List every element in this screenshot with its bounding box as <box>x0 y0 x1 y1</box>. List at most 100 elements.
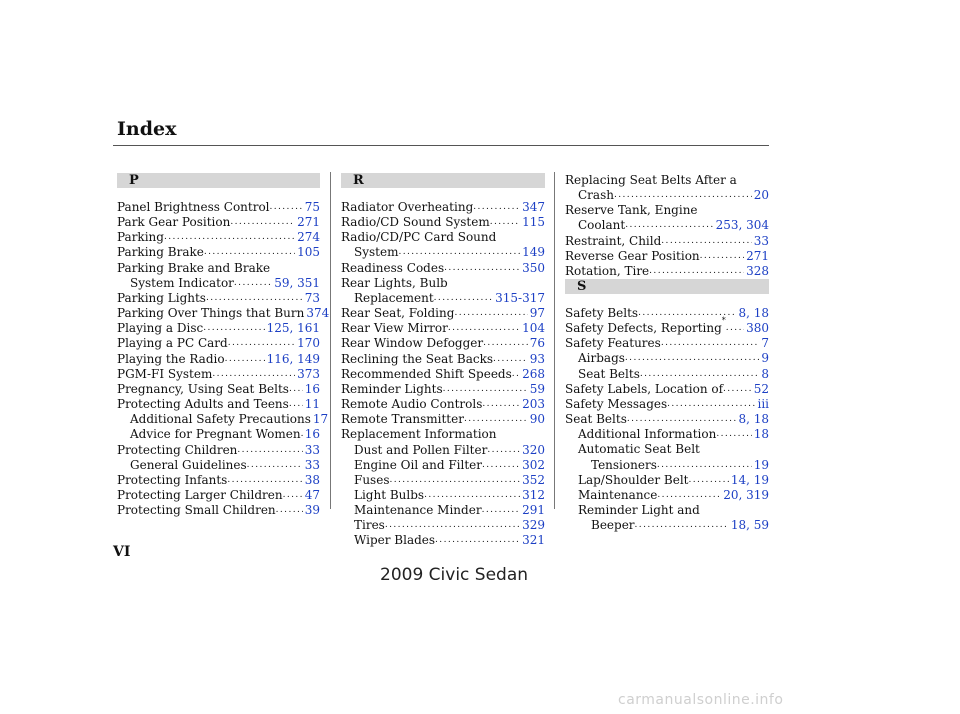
page-reference-link[interactable]: 328 <box>746 263 769 278</box>
dot-leader <box>204 245 295 260</box>
page-reference-link[interactable]: 59, 351 <box>274 275 320 290</box>
page-reference-link[interactable]: 52 <box>753 381 769 396</box>
page-reference-link[interactable]: 20 <box>753 188 769 203</box>
dot-leader <box>473 200 520 215</box>
index-term: Lap/Shoulder Belt <box>578 472 689 487</box>
page-reference-link[interactable]: 8, 18 <box>738 306 769 320</box>
page-reference-link[interactable]: 19 <box>753 457 769 472</box>
index-entry: Rear Window Defogger 76 <box>341 336 545 351</box>
page-reference-link[interactable]: 312 <box>522 487 545 502</box>
index-term: Beeper <box>591 518 635 533</box>
page-reference-link[interactable]: 39 <box>304 503 320 518</box>
page-reference-link[interactable]: 75 <box>304 200 320 214</box>
index-term: Coolant <box>578 218 626 233</box>
index-term: Engine Oil and Filter <box>354 457 483 472</box>
page-reference-link[interactable]: 97 <box>529 306 545 321</box>
page-reference-link[interactable]: 38 <box>304 472 320 487</box>
index-entry: Tires 329 <box>341 518 545 533</box>
page-reference-link[interactable]: 105 <box>297 245 320 260</box>
page-reference-link[interactable]: 347 <box>522 200 545 214</box>
page-reference-link[interactable]: 116, 149 <box>266 351 320 366</box>
page-reference-link[interactable]: 374 <box>306 306 330 321</box>
index-term: Parking Lights <box>117 290 206 305</box>
index-entry: Coolant 253, 304 <box>565 218 769 233</box>
page-reference-link[interactable]: 20, 319 <box>723 487 769 502</box>
page-reference-link[interactable]: 380 <box>746 321 769 336</box>
dot-leader <box>424 488 520 503</box>
page-reference-link[interactable]: 170 <box>297 336 320 351</box>
dot-leader <box>435 533 520 548</box>
dot-leader <box>237 443 302 458</box>
page-reference-link[interactable]: 268 <box>522 366 545 381</box>
index-term: Safety Labels, Location of <box>565 381 724 396</box>
page-reference-link[interactable]: 320 <box>522 442 545 457</box>
index-term: Rear Window Defogger <box>341 336 484 351</box>
page-reference-link[interactable]: 93 <box>529 351 545 366</box>
page-reference-link[interactable]: 16 <box>304 381 320 396</box>
page-reference-link[interactable]: 315-317 <box>495 290 545 305</box>
dot-leader <box>276 503 303 518</box>
page-reference-link[interactable]: iii <box>757 396 769 411</box>
page-reference-link[interactable]: 149 <box>522 245 545 260</box>
page-reference-link[interactable]: 253, 304 <box>715 218 769 233</box>
page-reference-link[interactable]: 18, 59 <box>730 518 769 533</box>
page-reference-link[interactable]: 125, 161 <box>266 321 320 336</box>
page-reference-link[interactable]: 373 <box>297 366 320 381</box>
index-entry: Panel Brightness Control 75 <box>117 200 320 215</box>
index-entry: Reverse Gear Position 271 <box>565 249 769 264</box>
index-term: Rotation, Tire <box>565 263 650 278</box>
index-entry: Safety Belts 8, 18 <box>565 306 769 321</box>
page-reference-link[interactable]: 17 <box>312 412 329 427</box>
page-reference-link[interactable]: 11 <box>304 397 320 412</box>
page-reference-link[interactable]: 7 <box>761 336 769 351</box>
page-reference-link[interactable]: 33 <box>304 457 320 472</box>
index-term: Airbags <box>578 351 625 366</box>
index-entry: Playing the Radio 116, 149 <box>117 352 320 367</box>
index-entry: Remote Transmitter 90 <box>341 412 545 427</box>
index-entry: Seat Belts 8, 18 <box>565 412 769 427</box>
page-reference-link[interactable]: 76 <box>529 336 545 351</box>
index-term: Playing a PC Card <box>117 336 228 351</box>
index-heading: Rear Lights, Bulb <box>341 275 448 290</box>
page-reference-link[interactable]: 9 <box>761 351 769 366</box>
page-reference-link[interactable]: 8 <box>761 366 769 381</box>
index-term: Remote Audio Controls <box>341 397 483 412</box>
index-entry: Safety Features 7 <box>565 336 769 351</box>
page-reference-link[interactable]: 90 <box>529 412 545 427</box>
page-reference-link[interactable]: 271 <box>746 248 769 263</box>
page-reference-link[interactable]: 329 <box>522 518 545 533</box>
page-reference-link[interactable]: 14, 19 <box>730 472 769 487</box>
index-term: Light Bulbs <box>354 487 425 502</box>
index-entry: Safety Labels, Location of 52 <box>565 382 769 397</box>
page-reference-link[interactable]: 274 <box>297 230 320 245</box>
page-reference-link[interactable]: 73 <box>304 290 320 305</box>
index-entry: Parking 274 <box>117 230 320 245</box>
page-reference-link[interactable]: 321 <box>522 533 545 548</box>
page-reference-link[interactable]: 350 <box>522 260 545 275</box>
page-reference-link[interactable]: 47 <box>304 487 320 502</box>
page-reference-link[interactable]: 115 <box>522 215 545 230</box>
index-term: Parking Over Things that Burn <box>117 306 305 321</box>
page-reference-link[interactable]: 8, 18 <box>738 412 769 427</box>
dot-leader <box>487 443 520 458</box>
page-reference-link[interactable]: 352 <box>522 472 545 487</box>
index-entry: Beeper 18, 59 <box>565 518 769 533</box>
page-reference-link[interactable]: 16 <box>304 427 320 442</box>
index-term: Protecting Children <box>117 442 238 457</box>
dot-leader <box>454 306 527 321</box>
page-reference-link[interactable]: 18 <box>753 427 769 442</box>
page-reference-link[interactable]: 33 <box>304 442 320 457</box>
page-reference-link[interactable]: 104 <box>522 321 545 336</box>
page-reference-link[interactable]: 33 <box>753 233 769 248</box>
index-entry: Dust and Pollen Filter 320 <box>341 443 545 458</box>
page-reference-link[interactable]: 59 <box>529 381 545 396</box>
footnote-marker: * <box>721 316 726 326</box>
page-reference-link[interactable]: 203 <box>522 397 545 412</box>
page-reference-link[interactable]: 302 <box>522 457 545 472</box>
index-entry: Park Gear Position 271 <box>117 215 320 230</box>
index-term: Restraint, Child <box>565 233 662 248</box>
dot-leader <box>230 215 295 230</box>
page-reference-link[interactable]: 271 <box>297 215 320 230</box>
page-reference-link[interactable]: 291 <box>522 503 545 518</box>
